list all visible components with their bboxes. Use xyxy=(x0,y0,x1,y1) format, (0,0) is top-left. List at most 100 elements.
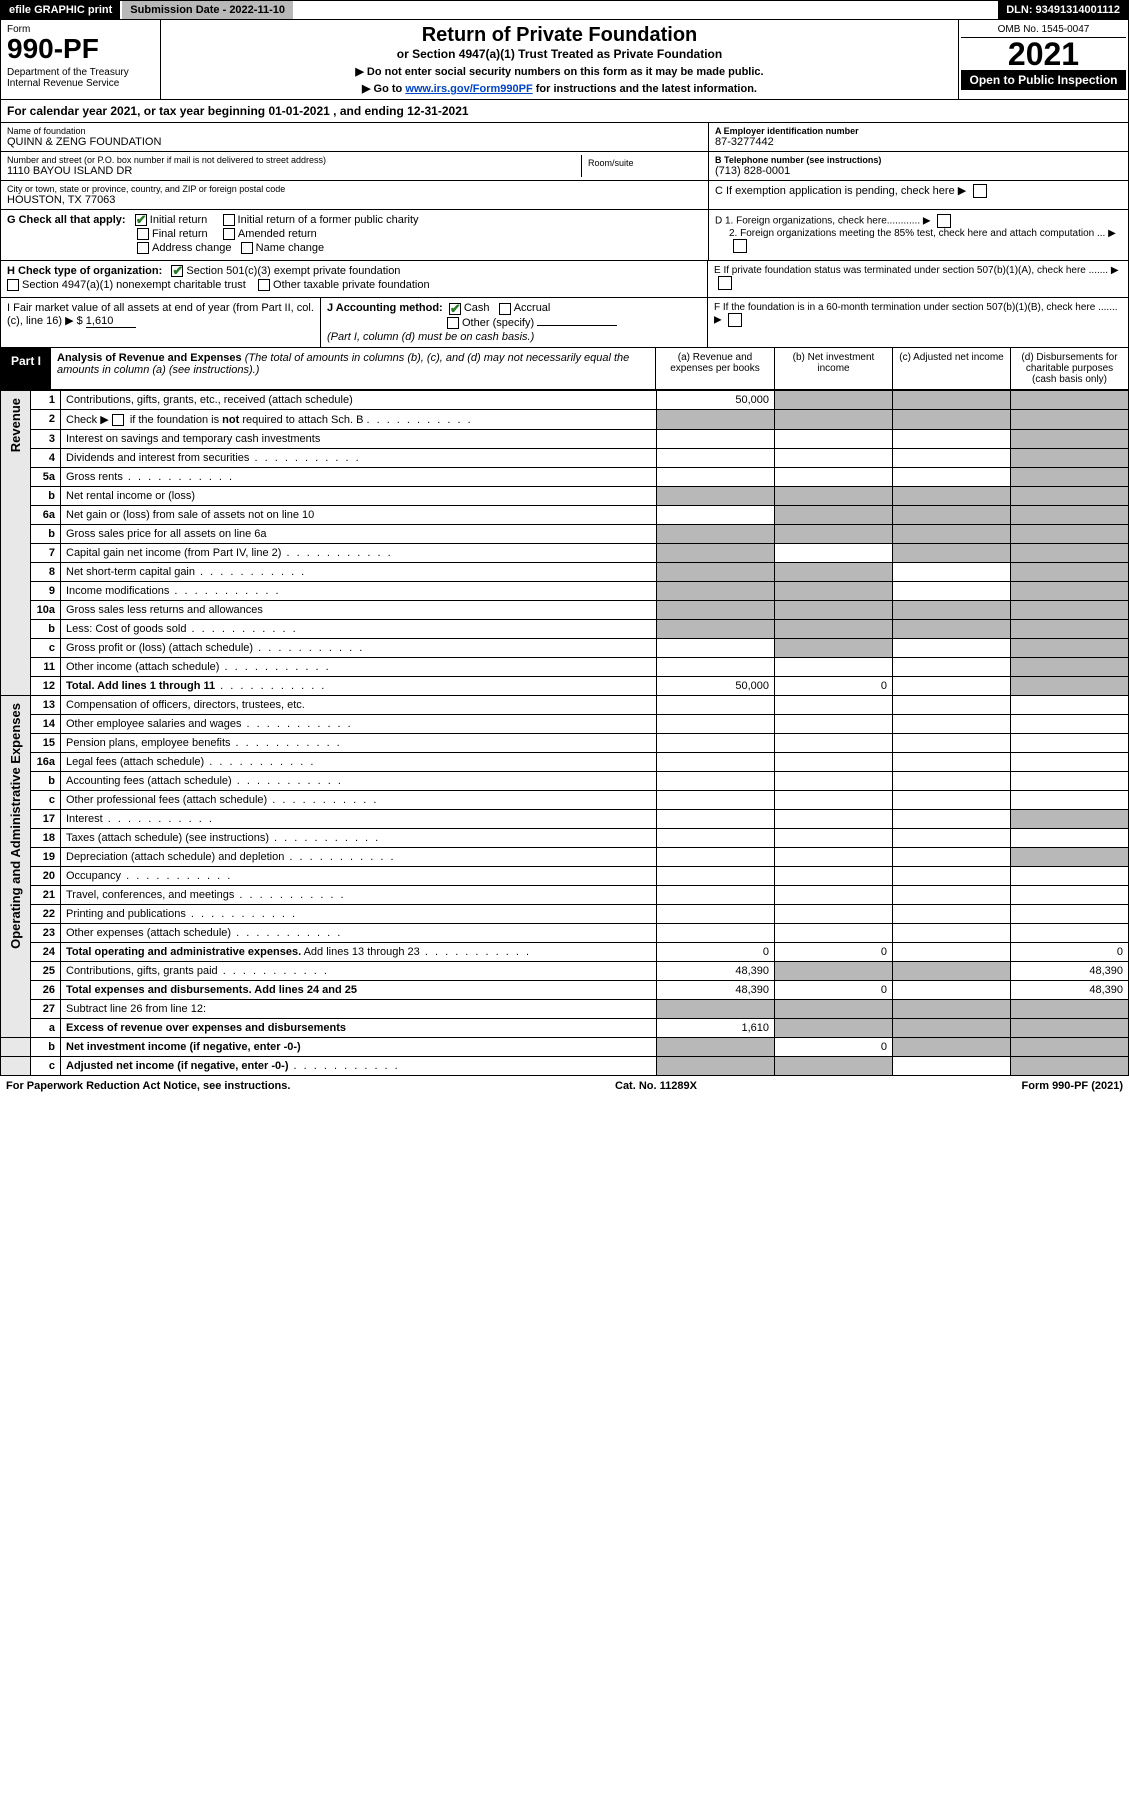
table-row: bNet rental income or (loss) xyxy=(1,486,1129,505)
e-block: E If private foundation status was termi… xyxy=(708,261,1128,297)
part1-badge: Part I xyxy=(1,348,51,389)
h-label: H Check type of organization: xyxy=(7,265,162,277)
table-row: aExcess of revenue over expenses and dis… xyxy=(1,1018,1129,1037)
dln: DLN: 93491314001112 xyxy=(998,1,1128,19)
table-row: bLess: Cost of goods sold xyxy=(1,619,1129,638)
g-check-row: G Check all that apply: Initial return I… xyxy=(0,210,1129,261)
table-row: 10aGross sales less returns and allowanc… xyxy=(1,600,1129,619)
j-accrual-cb[interactable] xyxy=(499,303,511,315)
d1-text: D 1. Foreign organizations, check here..… xyxy=(715,214,1122,228)
phone-cell: B Telephone number (see instructions) (7… xyxy=(709,152,1128,181)
table-row: 24Total operating and administrative exp… xyxy=(1,942,1129,961)
g-final-cb[interactable] xyxy=(137,228,149,240)
city-value: HOUSTON, TX 77063 xyxy=(7,194,702,206)
d2-checkbox[interactable] xyxy=(733,239,747,253)
g-name-cb[interactable] xyxy=(241,242,253,254)
table-row: cAdjusted net income (if negative, enter… xyxy=(1,1056,1129,1075)
open-inspection: Open to Public Inspection xyxy=(961,70,1126,90)
table-row: 2Check ▶ if the foundation is not requir… xyxy=(1,409,1129,429)
i-value: 1,610 xyxy=(86,315,136,328)
h-c3-cb[interactable] xyxy=(171,265,183,277)
footer: For Paperwork Reduction Act Notice, see … xyxy=(0,1076,1129,1096)
part1-table: Revenue 1Contributions, gifts, grants, e… xyxy=(0,390,1129,1076)
address-value: 1110 BAYOU ISLAND DR xyxy=(7,165,581,177)
dept-label: Department of the TreasuryInternal Reven… xyxy=(7,67,154,89)
top-bar: efile GRAPHIC print Submission Date - 20… xyxy=(0,0,1129,20)
c-exempt-cell: C If exemption application is pending, c… xyxy=(709,181,1128,201)
table-row: 4Dividends and interest from securities xyxy=(1,448,1129,467)
table-row: 11Other income (attach schedule) xyxy=(1,657,1129,676)
j-note: (Part I, column (d) must be on cash basi… xyxy=(327,331,701,343)
table-row: cGross profit or (loss) (attach schedule… xyxy=(1,638,1129,657)
c-checkbox[interactable] xyxy=(973,184,987,198)
e-text: E If private foundation status was termi… xyxy=(714,265,1108,276)
footer-right: Form 990-PF (2021) xyxy=(1022,1080,1124,1092)
table-row: 19Depreciation (attach schedule) and dep… xyxy=(1,847,1129,866)
table-row: 23Other expenses (attach schedule) xyxy=(1,923,1129,942)
form-header: Form 990-PF Department of the TreasuryIn… xyxy=(0,20,1129,100)
f-checkbox[interactable] xyxy=(728,313,742,327)
i-block: I Fair market value of all assets at end… xyxy=(1,298,321,346)
part1-desc: Analysis of Revenue and Expenses (The to… xyxy=(51,348,655,389)
c-exempt-text: C If exemption application is pending, c… xyxy=(715,185,955,197)
footer-mid: Cat. No. 11289X xyxy=(615,1080,697,1092)
expenses-side-label: Operating and Administrative Expenses xyxy=(6,699,25,953)
col-b: (b) Net investment income xyxy=(774,348,892,389)
g-initial-cb[interactable] xyxy=(135,214,147,226)
table-row: bAccounting fees (attach schedule) xyxy=(1,771,1129,790)
city-label: City or town, state or province, country… xyxy=(7,184,702,194)
part1-cols: (a) Revenue and expenses per books (b) N… xyxy=(655,348,1128,389)
col-c: (c) Adjusted net income xyxy=(892,348,1010,389)
g-initial-former-cb[interactable] xyxy=(223,214,235,226)
col-d: (d) Disbursements for charitable purpose… xyxy=(1010,348,1128,389)
r2-cb[interactable] xyxy=(112,414,124,426)
efile-label[interactable]: efile GRAPHIC print xyxy=(1,1,120,19)
table-row: 17Interest xyxy=(1,809,1129,828)
table-row: 12Total. Add lines 1 through 1150,0000 xyxy=(1,676,1129,695)
tax-year: 2021 xyxy=(961,38,1126,70)
table-row: 8Net short-term capital gain xyxy=(1,562,1129,581)
h-checks: H Check type of organization: Section 50… xyxy=(1,261,708,297)
d-block: D 1. Foreign organizations, check here..… xyxy=(708,210,1128,260)
d2-text: 2. Foreign organizations meeting the 85%… xyxy=(715,228,1122,253)
table-row: 18Taxes (attach schedule) (see instructi… xyxy=(1,828,1129,847)
ein-label: A Employer identification number xyxy=(715,126,1122,136)
table-row: 27Subtract line 26 from line 12: xyxy=(1,999,1129,1018)
irs-link[interactable]: www.irs.gov/Form990PF xyxy=(405,83,532,95)
e-checkbox[interactable] xyxy=(718,276,732,290)
j-other-cb[interactable] xyxy=(447,317,459,329)
table-row: 15Pension plans, employee benefits xyxy=(1,733,1129,752)
form-title: Return of Private Foundation xyxy=(169,24,950,47)
table-row: bNet investment income (if negative, ent… xyxy=(1,1037,1129,1056)
f-text: F If the foundation is in a 60-month ter… xyxy=(714,302,1118,313)
name-label: Name of foundation xyxy=(7,126,702,136)
table-row: 21Travel, conferences, and meetings xyxy=(1,885,1129,904)
address-row: Number and street (or P.O. box number if… xyxy=(1,152,708,181)
revenue-side-label: Revenue xyxy=(6,394,25,456)
table-row: Revenue 1Contributions, gifts, grants, e… xyxy=(1,390,1129,409)
phone-label: B Telephone number (see instructions) xyxy=(715,155,1122,165)
ein-value: 87-3277442 xyxy=(715,136,1122,148)
table-row: cOther professional fees (attach schedul… xyxy=(1,790,1129,809)
j-block: J Accounting method: Cash Accrual Other … xyxy=(321,298,708,346)
g-address-cb[interactable] xyxy=(137,242,149,254)
h-nonexempt-cb[interactable] xyxy=(7,279,19,291)
i-label: I Fair market value of all assets at end… xyxy=(7,302,314,327)
name-cell: Name of foundation QUINN & ZENG FOUNDATI… xyxy=(1,123,708,152)
table-row: 5aGross rents xyxy=(1,467,1129,486)
d1-checkbox[interactable] xyxy=(937,214,951,228)
h-other-cb[interactable] xyxy=(258,279,270,291)
table-row: 20Occupancy xyxy=(1,866,1129,885)
table-row: bGross sales price for all assets on lin… xyxy=(1,524,1129,543)
table-row: 26Total expenses and disbursements. Add … xyxy=(1,980,1129,999)
g-checks: G Check all that apply: Initial return I… xyxy=(1,210,708,260)
col-a: (a) Revenue and expenses per books xyxy=(656,348,774,389)
j-cash-cb[interactable] xyxy=(449,303,461,315)
room-label: Room/suite xyxy=(582,155,702,177)
g-amended-cb[interactable] xyxy=(223,228,235,240)
form-id-block: Form 990-PF Department of the TreasuryIn… xyxy=(1,20,161,99)
table-row: 14Other employee salaries and wages xyxy=(1,714,1129,733)
table-row: 7Capital gain net income (from Part IV, … xyxy=(1,543,1129,562)
form-number: 990-PF xyxy=(7,35,154,63)
table-row: 25Contributions, gifts, grants paid48,39… xyxy=(1,961,1129,980)
